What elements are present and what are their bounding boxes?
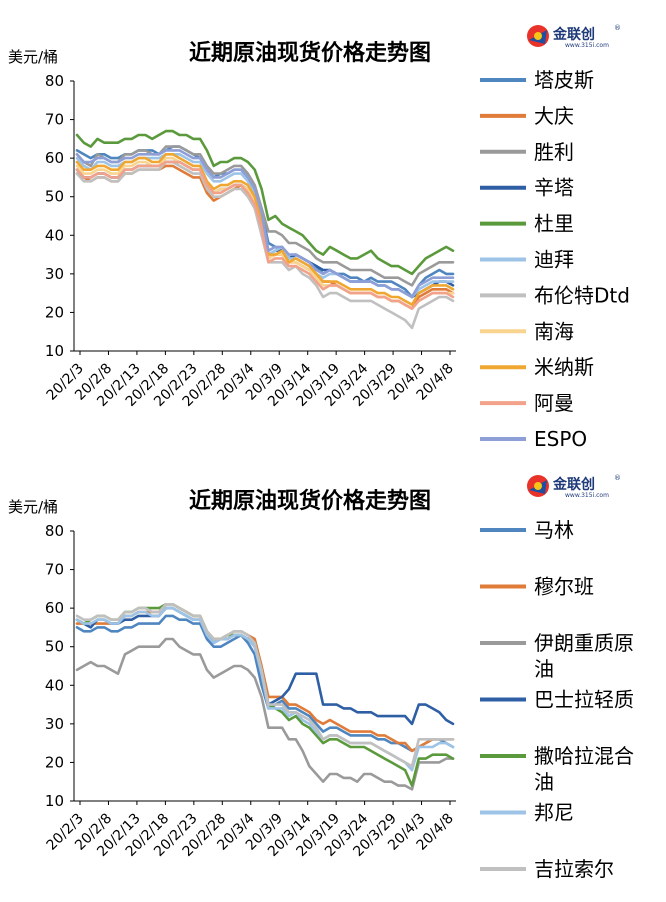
y-axis-label: 美元/桶 <box>8 498 58 516</box>
y-tick-label: 70 <box>45 111 64 129</box>
legend-entry: 南海 <box>534 319 574 343</box>
legend-entry: 撒哈拉混合油 <box>534 744 634 794</box>
legend-entry: 穆尔班 <box>534 575 594 599</box>
series-line-3 <box>75 637 455 791</box>
legend-entry: 阿曼 <box>534 391 574 415</box>
y-tick-label: 40 <box>45 226 64 244</box>
y-tick-label: 80 <box>45 72 64 90</box>
legend-entry: 杜里 <box>534 212 574 236</box>
y-tick-label: 40 <box>45 676 64 694</box>
y-tick-label: 60 <box>45 149 64 167</box>
chart-panel-top: 金联创 ® www.315i.com 近期原油现货价格走势图 美元/桶 80 70 60 50 4… <box>8 24 630 451</box>
y-tick-label: 80 <box>45 522 64 540</box>
legend-entry: 大庆 <box>534 104 574 128</box>
legend-entry: 塔皮斯 <box>534 68 594 92</box>
chart-title: 近期原油现货价格走势图 <box>189 488 431 514</box>
series-line-11 <box>75 149 455 299</box>
legend-entry: 迪拜 <box>534 248 574 272</box>
series-line-3 <box>75 145 455 287</box>
y-axis-label: 美元/桶 <box>8 48 58 66</box>
logo-brand: 金联创 <box>552 26 595 43</box>
legend-entry: ESPO <box>534 427 587 451</box>
legend-entry: 马林 <box>534 518 574 542</box>
legend-entry: 胜利 <box>534 140 574 164</box>
logo-site: www.315i.com <box>565 42 609 49</box>
y-tick-label: 60 <box>45 599 64 617</box>
legend-entry: 米纳斯 <box>534 355 594 379</box>
legend-entry: 伊朗重质原油 <box>534 631 634 681</box>
legend-entry: 邦尼 <box>534 801 574 825</box>
logo-brand: 金联创 <box>552 476 595 493</box>
y-tick-label: 20 <box>45 303 64 321</box>
series-line-7 <box>75 602 455 768</box>
series-line-5 <box>75 129 455 276</box>
y-tick-label: 20 <box>45 753 64 771</box>
y-tick-label: 30 <box>45 715 64 733</box>
logo: 金联创 ® www.315i.com <box>527 24 621 49</box>
logo-site: www.315i.com <box>565 492 609 499</box>
series-line-10 <box>75 160 455 310</box>
y-tick-label: 70 <box>45 561 64 579</box>
chart-panel-bottom: 金联创 ® www.315i.com 近期原油现货价格走势图 美元/桶 80 70 60 50 4… <box>8 474 634 881</box>
svg-text:®: ® <box>614 474 621 482</box>
chart-title: 近期原油现货价格走势图 <box>189 40 431 66</box>
legend-entry: 巴士拉轻质 <box>534 688 634 712</box>
y-tick-label: 10 <box>45 792 64 810</box>
y-tick-label: 30 <box>45 265 64 283</box>
legend-entry: 布伦特Dtd <box>534 283 630 307</box>
svg-text:®: ® <box>614 24 621 32</box>
y-tick-label: 10 <box>45 342 64 360</box>
logo: 金联创 ® www.315i.com <box>527 474 621 499</box>
y-tick-label: 50 <box>45 188 64 206</box>
y-tick-label: 50 <box>45 638 64 656</box>
legend-entry: 辛塔 <box>534 176 574 200</box>
legend-entry: 吉拉索尔 <box>534 857 614 881</box>
